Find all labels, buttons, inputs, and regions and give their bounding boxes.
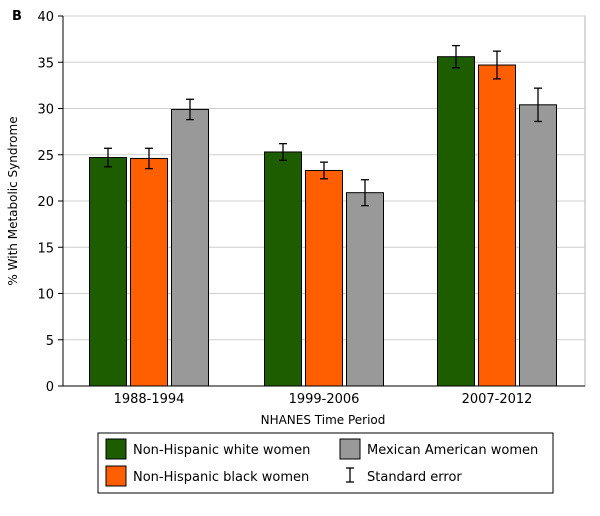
x-tick-label: 1988-1994 [114, 392, 185, 407]
bar [305, 169, 343, 387]
legend-label: Non-Hispanic white women [133, 443, 310, 458]
legend-label: Non-Hispanic black women [133, 470, 309, 485]
legend-swatch [105, 465, 127, 487]
y-tick-label: 35 [37, 56, 54, 71]
bar [171, 108, 209, 387]
bar [519, 104, 557, 387]
legend-box [97, 432, 554, 494]
y-tick-label: 20 [37, 195, 54, 210]
y-tick-label: 25 [37, 149, 54, 164]
bar [89, 157, 127, 387]
y-tick-label: 30 [37, 103, 54, 118]
legend-swatch [105, 438, 127, 460]
legend-swatch [339, 438, 361, 460]
bar [437, 56, 475, 387]
axes: 0 5 10 15 20 25 30 35 40 1988-1994 1999-2006 2007-2… [37, 10, 585, 407]
bar [346, 192, 384, 387]
x-axis-label: NHANES Time Period [261, 413, 386, 427]
y-axis-label: % With Metabolic Syndrome [6, 116, 20, 285]
x-tick-label: 2007-2012 [462, 392, 533, 407]
y-tick-label: 10 [37, 288, 54, 303]
legend-label: Mexican American women [367, 443, 538, 458]
legend: Non-Hispanic white women Non-Hispanic bla… [97, 432, 554, 494]
panel-label: B [12, 9, 22, 24]
bar [264, 151, 302, 387]
y-tick-label: 5 [46, 334, 54, 349]
y-tick-label: 0 [46, 380, 54, 395]
y-tick-label: 40 [37, 10, 54, 25]
bars [89, 44, 557, 387]
legend-label: Standard error [367, 470, 462, 485]
x-tick-label: 1999-2006 [289, 392, 360, 407]
y-tick-label: 15 [37, 241, 54, 256]
bar [478, 64, 516, 387]
bar [130, 157, 168, 387]
